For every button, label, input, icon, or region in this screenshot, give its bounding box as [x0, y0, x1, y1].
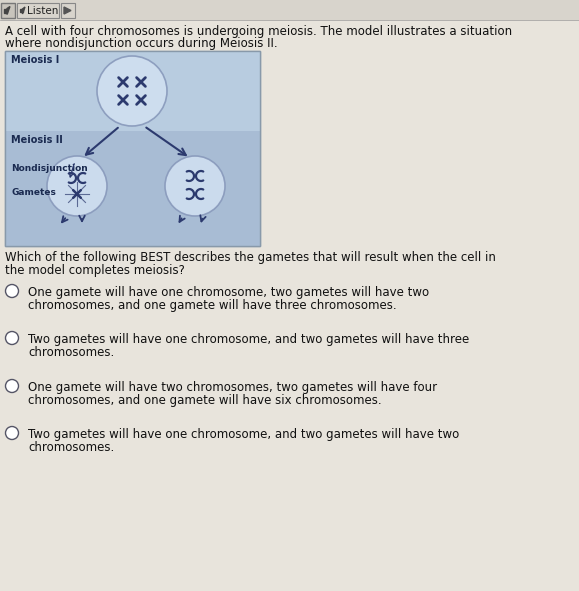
Text: Gametes: Gametes — [11, 188, 56, 197]
Text: Which of the following BEST describes the gametes that will result when the cell: Which of the following BEST describes th… — [5, 251, 496, 264]
Polygon shape — [4, 8, 7, 12]
FancyBboxPatch shape — [61, 3, 75, 18]
Polygon shape — [20, 9, 23, 12]
FancyBboxPatch shape — [17, 3, 59, 18]
Circle shape — [165, 156, 225, 216]
Text: where nondisjunction occurs during Meiosis II.: where nondisjunction occurs during Meios… — [5, 37, 277, 50]
Text: chromosomes, and one gamete will have three chromosomes.: chromosomes, and one gamete will have th… — [28, 299, 397, 312]
FancyBboxPatch shape — [5, 131, 260, 246]
FancyBboxPatch shape — [5, 51, 260, 246]
FancyBboxPatch shape — [1, 3, 15, 18]
Text: One gamete will have two chromosomes, two gametes will have four: One gamete will have two chromosomes, tw… — [28, 381, 437, 394]
Text: Two gametes will have one chromosome, and two gametes will have two: Two gametes will have one chromosome, an… — [28, 428, 459, 441]
Text: Meiosis I: Meiosis I — [11, 55, 59, 65]
Polygon shape — [7, 7, 10, 15]
Circle shape — [5, 427, 19, 440]
Text: A cell with four chromosomes is undergoing meiosis. The model illustrates a situ: A cell with four chromosomes is undergoi… — [5, 25, 512, 38]
FancyBboxPatch shape — [5, 51, 260, 131]
Text: the model completes meiosis?: the model completes meiosis? — [5, 264, 185, 277]
Circle shape — [97, 56, 167, 126]
Text: chromosomes.: chromosomes. — [28, 441, 114, 454]
Text: chromosomes, and one gamete will have six chromosomes.: chromosomes, and one gamete will have si… — [28, 394, 382, 407]
FancyBboxPatch shape — [0, 0, 579, 20]
Text: Listen: Listen — [27, 5, 58, 15]
Circle shape — [5, 284, 19, 297]
Text: Nondisjunction: Nondisjunction — [11, 164, 88, 173]
Polygon shape — [23, 7, 25, 14]
Text: One gamete will have one chromosome, two gametes will have two: One gamete will have one chromosome, two… — [28, 286, 429, 299]
Text: Meiosis II: Meiosis II — [11, 135, 63, 145]
Text: Two gametes will have one chromosome, and two gametes will have three: Two gametes will have one chromosome, an… — [28, 333, 469, 346]
Text: chromosomes.: chromosomes. — [28, 346, 114, 359]
Polygon shape — [64, 7, 71, 14]
Circle shape — [47, 156, 107, 216]
Circle shape — [5, 379, 19, 392]
Circle shape — [5, 332, 19, 345]
